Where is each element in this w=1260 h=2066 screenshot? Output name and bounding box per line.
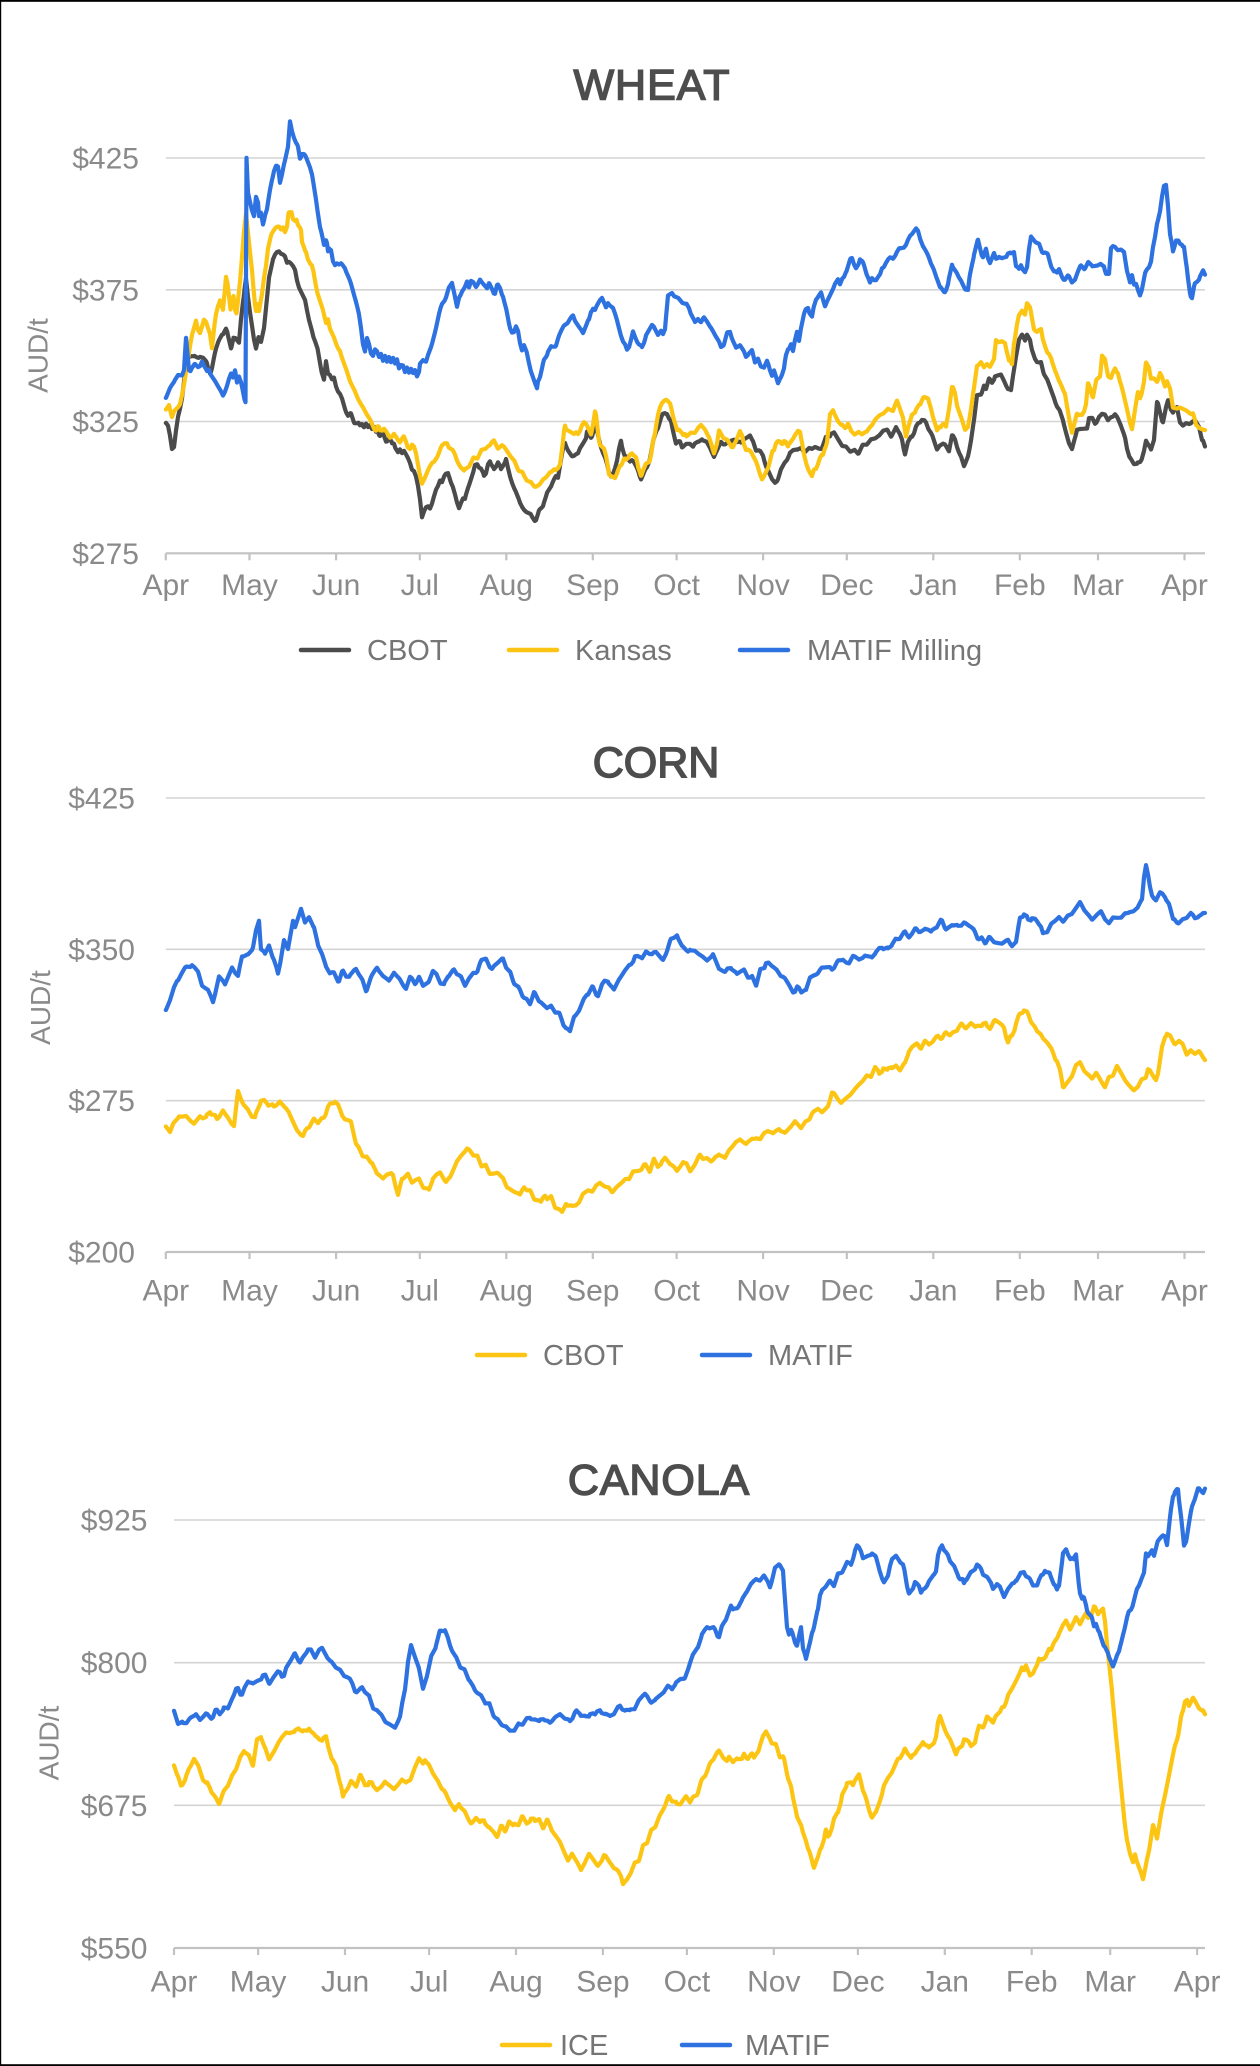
svg-text:$925: $925 (81, 1505, 148, 1538)
svg-text:Dec: Dec (820, 569, 873, 602)
svg-text:Jul: Jul (401, 1275, 439, 1308)
svg-text:Feb: Feb (994, 569, 1046, 602)
svg-text:CORN: CORN (593, 739, 720, 787)
svg-text:AUD/t: AUD/t (25, 970, 56, 1045)
svg-text:$325: $325 (72, 406, 139, 439)
svg-text:CBOT: CBOT (367, 635, 448, 667)
svg-text:Jul: Jul (410, 1966, 448, 1999)
svg-text:ICE: ICE (560, 2030, 608, 2062)
svg-text:$800: $800 (81, 1647, 148, 1680)
svg-text:Oct: Oct (664, 1966, 711, 1999)
svg-text:$375: $375 (72, 274, 139, 307)
svg-text:Oct: Oct (653, 569, 700, 602)
svg-text:Feb: Feb (1006, 1966, 1058, 1999)
svg-text:MATIF: MATIF (745, 2030, 830, 2062)
svg-text:Mar: Mar (1084, 1966, 1136, 1999)
svg-text:Jan: Jan (909, 569, 957, 602)
svg-text:$425: $425 (68, 783, 135, 816)
svg-text:Mar: Mar (1072, 569, 1124, 602)
svg-text:Jul: Jul (401, 569, 439, 602)
svg-text:$275: $275 (72, 538, 139, 571)
svg-text:Aug: Aug (480, 1275, 533, 1308)
svg-text:Feb: Feb (994, 1275, 1046, 1308)
svg-text:Sep: Sep (566, 1275, 619, 1308)
svg-text:Jan: Jan (921, 1966, 969, 1999)
svg-text:$425: $425 (72, 143, 139, 176)
svg-text:$275: $275 (68, 1085, 135, 1118)
svg-text:Apr: Apr (142, 569, 189, 602)
svg-text:Mar: Mar (1072, 1275, 1124, 1308)
svg-text:$675: $675 (81, 1790, 148, 1823)
svg-text:AUD/t: AUD/t (34, 1705, 65, 1780)
svg-text:Apr: Apr (1161, 569, 1208, 602)
svg-text:Jun: Jun (312, 569, 360, 602)
svg-text:Oct: Oct (653, 1275, 700, 1308)
svg-text:$200: $200 (68, 1237, 135, 1270)
svg-text:Apr: Apr (142, 1275, 189, 1308)
svg-text:Aug: Aug (489, 1966, 542, 1999)
svg-text:$550: $550 (81, 1933, 148, 1966)
svg-text:Jan: Jan (909, 1275, 957, 1308)
svg-text:Apr: Apr (1161, 1275, 1208, 1308)
svg-text:May: May (221, 569, 278, 602)
svg-text:MATIF Milling: MATIF Milling (807, 635, 982, 667)
svg-text:Kansas: Kansas (575, 635, 672, 667)
svg-text:Sep: Sep (576, 1966, 629, 1999)
svg-text:Jun: Jun (321, 1966, 369, 1999)
svg-text:Nov: Nov (747, 1966, 800, 1999)
svg-text:Apr: Apr (1174, 1966, 1221, 1999)
svg-text:May: May (221, 1275, 278, 1308)
svg-text:Aug: Aug (480, 569, 533, 602)
svg-text:CANOLA: CANOLA (568, 1457, 750, 1505)
svg-text:MATIF: MATIF (768, 1340, 853, 1372)
svg-text:Apr: Apr (151, 1966, 198, 1999)
svg-text:Nov: Nov (736, 1275, 789, 1308)
svg-text:Nov: Nov (736, 569, 789, 602)
svg-text:$350: $350 (68, 934, 135, 967)
svg-text:CBOT: CBOT (543, 1340, 624, 1372)
svg-text:Jun: Jun (312, 1275, 360, 1308)
svg-text:Dec: Dec (820, 1275, 873, 1308)
svg-text:AUD/t: AUD/t (23, 318, 54, 393)
svg-text:May: May (230, 1966, 287, 1999)
svg-text:Dec: Dec (831, 1966, 884, 1999)
svg-text:Sep: Sep (566, 569, 619, 602)
svg-text:WHEAT: WHEAT (573, 62, 730, 110)
